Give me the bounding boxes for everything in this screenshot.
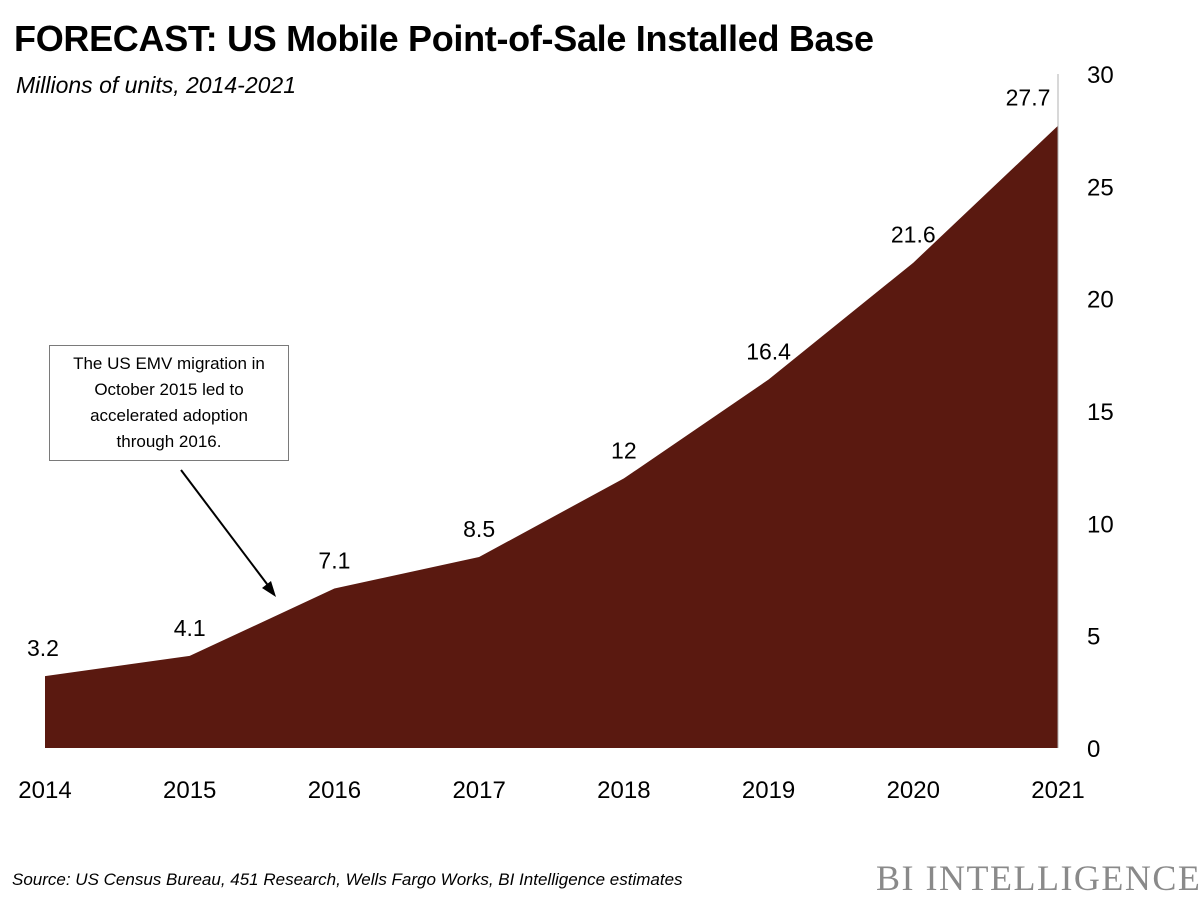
x-tick-label: 2020 bbox=[887, 777, 940, 804]
y-tick-label: 10 bbox=[1087, 511, 1114, 538]
x-tick-label: 2021 bbox=[1031, 777, 1084, 804]
y-tick-label: 20 bbox=[1087, 287, 1114, 314]
annotation-arrow-head bbox=[262, 581, 276, 597]
data-label: 16.4 bbox=[746, 339, 791, 365]
y-tick-label: 30 bbox=[1087, 62, 1114, 89]
annotation-box: The US EMV migration in October 2015 led… bbox=[49, 345, 289, 461]
brand-logo: BI INTELLIGENCE bbox=[876, 858, 1200, 898]
y-tick-label: 5 bbox=[1087, 624, 1100, 651]
x-tick-label: 2017 bbox=[452, 777, 505, 804]
x-tick-label: 2014 bbox=[18, 777, 71, 804]
annotation-arrow-line bbox=[180, 469, 271, 589]
data-label: 12 bbox=[611, 437, 637, 463]
x-tick-label: 2015 bbox=[163, 777, 216, 804]
data-label: 27.7 bbox=[1006, 85, 1051, 111]
data-label: 8.5 bbox=[463, 516, 495, 542]
source-note: Source: US Census Bureau, 451 Research, … bbox=[12, 870, 683, 889]
area-series bbox=[45, 125, 1058, 748]
x-tick-label: 2018 bbox=[597, 777, 650, 804]
y-tick-label: 25 bbox=[1087, 174, 1114, 201]
chart-subtitle: Millions of units, 2014-2021 bbox=[16, 72, 296, 98]
data-label: 7.1 bbox=[318, 547, 350, 573]
annotation-text: The US EMV migration in October 2015 led… bbox=[73, 354, 265, 451]
data-label: 21.6 bbox=[891, 222, 936, 248]
data-label: 3.2 bbox=[27, 635, 59, 661]
x-tick-label: 2019 bbox=[742, 777, 795, 804]
x-tick-label: 2016 bbox=[308, 777, 361, 804]
y-tick-label: 0 bbox=[1087, 736, 1100, 763]
data-label: 4.1 bbox=[174, 615, 206, 641]
chart-title: FORECAST: US Mobile Point-of-Sale Instal… bbox=[14, 18, 874, 59]
y-tick-label: 15 bbox=[1087, 399, 1114, 426]
